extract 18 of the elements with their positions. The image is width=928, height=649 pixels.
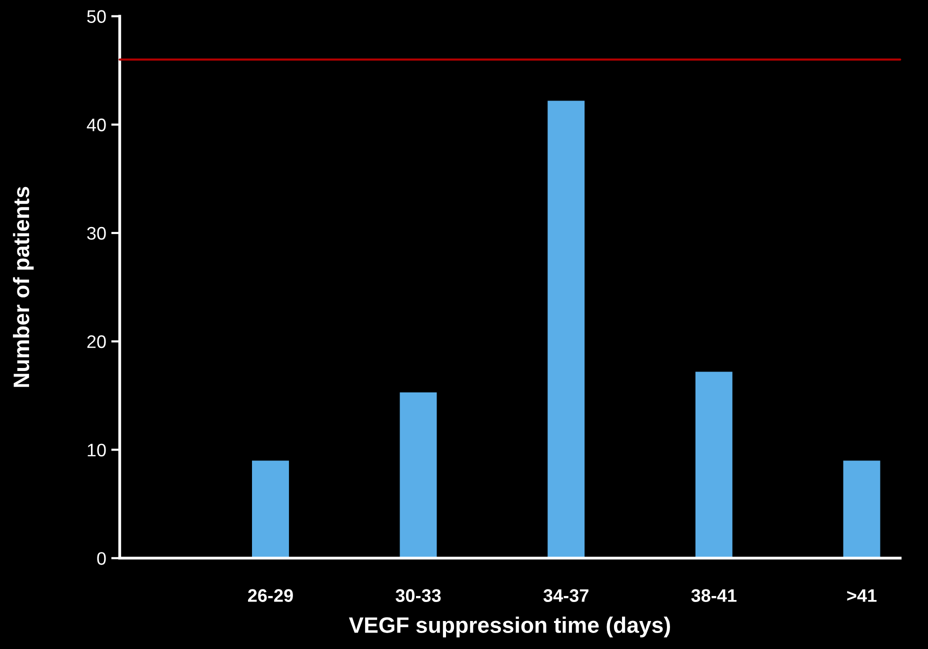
- y-tick-label: 30: [87, 226, 106, 240]
- y-tick-label: 10: [88, 444, 106, 456]
- y-tick-label: 40: [86, 118, 106, 132]
- bar: [695, 372, 732, 558]
- bar: [843, 460, 880, 558]
- bar: [252, 460, 289, 558]
- bar: [548, 100, 585, 558]
- bar: [400, 392, 437, 558]
- y-axis-title: Number of patients: [12, 186, 34, 387]
- x-tick-label: 34-37: [543, 589, 588, 602]
- x-tick-label: >41: [847, 589, 877, 602]
- x-tick-label: 38-41: [691, 589, 737, 602]
- x-tick-label: 26-29: [248, 589, 293, 602]
- x-axis-title: VEGF suppression time (days): [348, 616, 670, 638]
- y-tick-label: 50: [87, 10, 106, 23]
- x-tick-label: 30-33: [396, 589, 441, 602]
- y-tick-label: 20: [87, 335, 106, 348]
- y-tick-label: 0: [97, 552, 106, 565]
